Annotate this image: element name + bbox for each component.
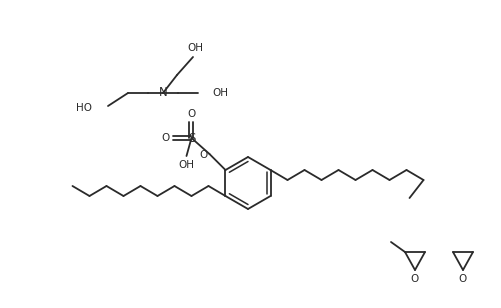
Text: O: O <box>187 109 195 119</box>
Text: S: S <box>188 132 195 144</box>
Text: O: O <box>459 274 467 284</box>
Text: OH: OH <box>212 88 228 98</box>
Text: O: O <box>411 274 419 284</box>
Text: OH: OH <box>178 160 194 170</box>
Text: O: O <box>199 150 207 160</box>
Text: OH: OH <box>187 43 203 53</box>
Text: HO: HO <box>76 103 92 113</box>
Text: N: N <box>159 87 167 99</box>
Text: O: O <box>161 133 170 143</box>
